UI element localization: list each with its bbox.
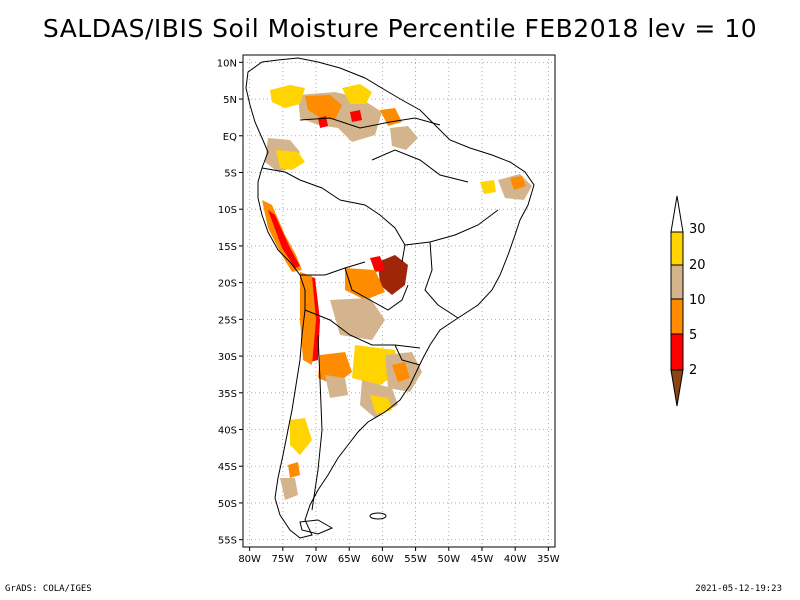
border bbox=[404, 209, 499, 246]
patch-red bbox=[370, 256, 385, 272]
lat-tick-label: 15S bbox=[218, 242, 237, 253]
border bbox=[304, 309, 421, 349]
patch-tan bbox=[330, 298, 385, 340]
border bbox=[299, 117, 441, 129]
patch-tan bbox=[390, 126, 418, 150]
coastline bbox=[245, 57, 535, 539]
percentile-patches bbox=[262, 84, 532, 500]
lat-tick-label: 40S bbox=[218, 426, 237, 437]
lon-tick-label: 55W bbox=[404, 554, 427, 565]
footer-timestamp: 2021-05-12-19:23 bbox=[695, 584, 782, 594]
border bbox=[344, 267, 409, 311]
lon-tick-label: 75W bbox=[272, 554, 295, 565]
map-title: SALDAS/IBIS Soil Moisture Percentile FEB… bbox=[42, 14, 758, 43]
patch-orange bbox=[288, 462, 300, 478]
lon-tick-labels: 80W 75W 70W 65W 60W 55W 50W 45W 40W 35W bbox=[238, 547, 560, 565]
lat-tick-labels: 10N 5N EQ 5S 10S 15S 20S 25S 30S 35S 40S 45S 50S 55S bbox=[217, 58, 243, 547]
patch-yellow bbox=[290, 418, 312, 455]
lon-tick-label: 45W bbox=[471, 554, 494, 565]
lon-tick-label: 35W bbox=[537, 554, 560, 565]
legend-top-arrow bbox=[670, 195, 684, 233]
legend-label-5: 5 bbox=[689, 328, 698, 343]
patch-orange bbox=[305, 95, 342, 120]
border bbox=[300, 261, 366, 276]
map-frame bbox=[242, 54, 556, 548]
continent-outline bbox=[245, 57, 535, 539]
lat-tick-label: 5S bbox=[224, 168, 237, 179]
patch-yellow bbox=[342, 84, 372, 104]
tierra-del-fuego bbox=[299, 519, 334, 535]
lat-tick-label: 45S bbox=[218, 462, 237, 473]
footer-credit: GrADS: COLA/IGES bbox=[5, 584, 92, 594]
patch-yellow bbox=[370, 395, 392, 414]
legend-label-2: 2 bbox=[689, 363, 698, 378]
lon-tick-label: 40W bbox=[504, 554, 527, 565]
legend-bin-2-5 bbox=[670, 333, 684, 371]
border bbox=[311, 334, 323, 511]
lat-tick-label: 30S bbox=[218, 352, 237, 363]
patch-darkred bbox=[378, 255, 408, 295]
border bbox=[424, 241, 459, 319]
legend-bottom-arrow bbox=[670, 369, 684, 407]
legend-bin-10-20 bbox=[670, 264, 684, 300]
patch-orange bbox=[380, 108, 402, 126]
lon-tick-label: 70W bbox=[305, 554, 328, 565]
patch-yellow bbox=[480, 180, 496, 194]
border bbox=[261, 167, 341, 201]
legend-colorbar bbox=[670, 195, 684, 407]
lat-tick-label: 50S bbox=[218, 499, 237, 510]
lat-tick-label: 35S bbox=[218, 389, 237, 400]
lat-tick-label: 10S bbox=[218, 205, 237, 216]
patch-orange bbox=[392, 362, 410, 382]
legend-label-20: 20 bbox=[689, 258, 706, 273]
patch-orange bbox=[300, 272, 316, 365]
falklands bbox=[369, 512, 387, 520]
border bbox=[394, 344, 421, 366]
lon-tick-label: 50W bbox=[437, 554, 460, 565]
patch-yellow bbox=[270, 85, 305, 108]
lon-tick-label: 80W bbox=[238, 554, 261, 565]
patch-tan bbox=[325, 375, 348, 398]
patch-red bbox=[350, 110, 362, 122]
patch-yellow bbox=[276, 150, 305, 170]
lat-tick-label: 10N bbox=[217, 58, 237, 69]
legend-bin-5-10 bbox=[670, 298, 684, 335]
legend-bin-20-30 bbox=[670, 231, 684, 266]
lat-tick-label: 20S bbox=[218, 279, 237, 290]
border bbox=[371, 149, 469, 183]
border bbox=[339, 199, 406, 263]
patch-red bbox=[268, 210, 300, 268]
lat-tick-label: 55S bbox=[218, 536, 237, 547]
patch-orange bbox=[510, 176, 526, 190]
lat-tick-label: 25S bbox=[218, 315, 237, 326]
lat-tick-label: 5N bbox=[223, 95, 237, 106]
legend-label-30: 30 bbox=[689, 222, 706, 237]
lat-tick-label: EQ bbox=[223, 132, 237, 143]
patch-tan bbox=[280, 478, 298, 500]
lon-tick-label: 65W bbox=[338, 554, 361, 565]
lon-tick-label: 60W bbox=[371, 554, 394, 565]
legend-label-10: 10 bbox=[689, 293, 706, 308]
